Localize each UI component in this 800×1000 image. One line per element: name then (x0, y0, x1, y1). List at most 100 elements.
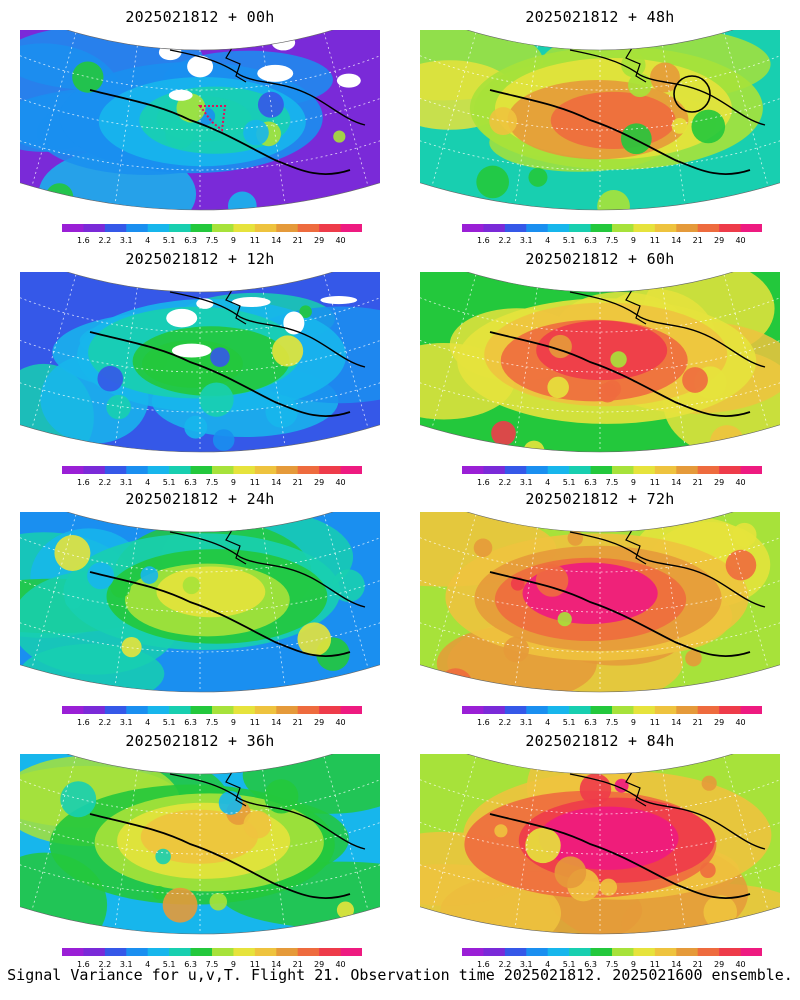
coastline (569, 49, 766, 126)
colorbar-label: 40 (335, 718, 345, 727)
colorbar-label: 11 (650, 718, 660, 727)
variance-blob (528, 167, 548, 187)
colorbar-label: 5.1 (563, 960, 576, 969)
variance-blob (503, 636, 530, 663)
graticule-meridian (514, 45, 538, 205)
signal-variance-map (20, 30, 380, 211)
graticule-parallel (420, 514, 780, 573)
missing-data-patch (231, 296, 271, 307)
colorbar-label: 14 (671, 960, 681, 969)
variance-blob (212, 429, 235, 451)
variance-blob (155, 848, 171, 865)
colorbar-label: 11 (250, 960, 260, 969)
colorbar-swatch (547, 466, 570, 474)
colorbar-swatch (83, 706, 106, 714)
coastline (89, 571, 351, 657)
colorbar-label: 29 (714, 478, 724, 487)
variance-blob (709, 425, 745, 452)
map-panel-72h: 2025021812 + 72h 1.6 2.2 3.1 4 5.1 6.3 7.5 9 11 1… (420, 482, 780, 727)
colorbar-label: 9 (231, 478, 236, 487)
colorbar-swatch (547, 706, 570, 714)
colorbar-label: 4 (145, 236, 150, 245)
colorbar-label: 6.3 (584, 960, 597, 969)
colorbar-label: 40 (335, 960, 345, 969)
colorbar-swatch (740, 706, 762, 714)
colorbar-swatch (83, 224, 106, 232)
colorbar-swatch (633, 466, 656, 474)
colorbar-swatch (169, 224, 192, 232)
colorbar-swatch (126, 706, 149, 714)
graticule-meridian (662, 527, 686, 687)
colorbar-label: 5.1 (163, 718, 176, 727)
colorbar-swatch (462, 466, 484, 474)
colorbar-label: 21 (293, 236, 303, 245)
colorbar-swatch (212, 706, 234, 714)
colorbar-swatch (276, 706, 299, 714)
coastline (89, 89, 351, 175)
colorbar-label: 14 (671, 718, 681, 727)
colorbar-swatch (62, 706, 84, 714)
colorbar-label: 9 (631, 478, 636, 487)
colorbar-swatch (169, 706, 192, 714)
graticule-parallel (20, 274, 380, 333)
signal-variance-map (420, 30, 780, 211)
variance-blob (535, 564, 569, 597)
graticule-meridian (514, 527, 538, 687)
variance-blob (332, 569, 365, 603)
coastline (489, 571, 751, 657)
colorbar-swatch (483, 948, 506, 956)
colorbar-swatch (740, 466, 762, 474)
missing-data-patch (320, 296, 358, 305)
colorbar-label: 2.2 (498, 236, 511, 245)
coastline (489, 813, 751, 899)
colorbar-label: 11 (250, 718, 260, 727)
missing-data-patch (168, 89, 193, 101)
colorbar-swatch (62, 948, 84, 956)
colorbar-swatch (504, 948, 527, 956)
variance-blob (701, 775, 717, 791)
colorbar-label: 1.6 (77, 236, 90, 245)
variance-blob (597, 189, 630, 210)
colorbar-label: 6.3 (184, 960, 197, 969)
coastline (89, 813, 351, 899)
colorbar-label: 11 (250, 236, 260, 245)
colorbar-label: 4 (545, 236, 550, 245)
colorbar-label: 21 (693, 718, 703, 727)
variance-contour (420, 864, 562, 934)
panel-title: 2025021812 + 00h (125, 8, 275, 26)
colorbar-swatch (340, 224, 362, 232)
variance-blob (209, 892, 228, 911)
colorbar-swatch (483, 224, 506, 232)
colorbar: 1.6 2.2 3.1 4 5.1 6.3 7.5 9 11 14 21 29 40 (462, 224, 762, 245)
colorbar-label: 5.1 (163, 478, 176, 487)
colorbar-swatch (612, 706, 634, 714)
coastline (169, 531, 366, 608)
colorbar-swatch (654, 224, 677, 232)
graticule-parallel (20, 756, 380, 815)
colorbar-label: 29 (314, 236, 324, 245)
graticule-parallel (20, 514, 380, 573)
map-outline (20, 754, 380, 935)
colorbar-swatch (526, 224, 549, 232)
graticule-meridian (514, 769, 538, 929)
colorbar-swatch (676, 224, 699, 232)
variance-blob (227, 191, 257, 210)
variance-blob (152, 885, 166, 900)
colorbar-swatch (190, 706, 213, 714)
variance-blob (297, 622, 332, 657)
variance-blob (65, 591, 83, 609)
colorbar-label: 9 (231, 236, 236, 245)
colorbar-label: 14 (671, 236, 681, 245)
colorbar-label: 14 (271, 478, 281, 487)
variance-blob (548, 334, 572, 359)
colorbar-label: 1.6 (477, 478, 490, 487)
coastline (89, 331, 351, 417)
colorbar-label: 11 (650, 236, 660, 245)
variance-blob (243, 810, 272, 839)
colorbar-label: 2.2 (98, 478, 111, 487)
colorbar-label: 40 (735, 478, 745, 487)
colorbar-swatch (147, 948, 170, 956)
colorbar-swatch (297, 466, 320, 474)
colorbar-swatch (462, 948, 484, 956)
colorbar-swatch (319, 706, 342, 714)
